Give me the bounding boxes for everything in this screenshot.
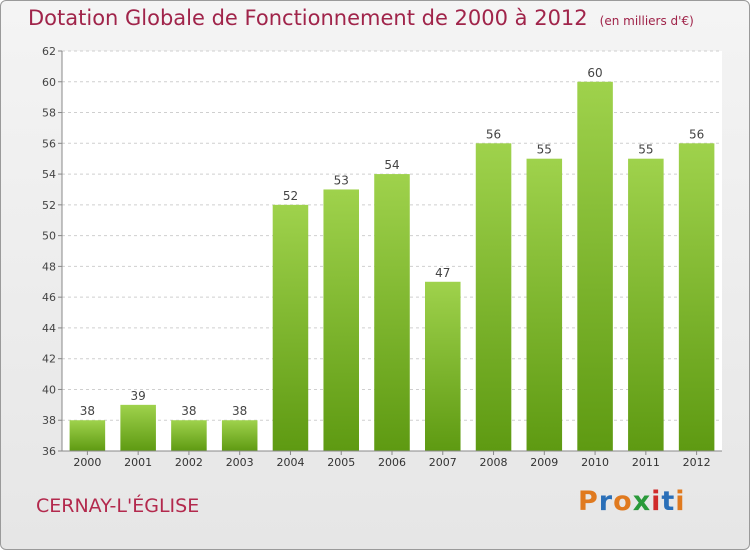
x-tick-label: 2007 [429, 456, 457, 469]
bar-value-label: 38 [80, 404, 95, 418]
x-tick-label: 2000 [73, 456, 101, 469]
bar [425, 281, 461, 451]
proxiti-logo: Proxiti [578, 486, 686, 517]
y-tick-label: 40 [42, 383, 56, 396]
bar [475, 143, 512, 452]
bar [69, 420, 106, 451]
y-tick-label: 42 [42, 353, 56, 366]
chart-subtitle: (en milliers d'€) [599, 14, 694, 28]
bar-value-label: 55 [638, 143, 653, 157]
logo-letter: o [613, 486, 633, 517]
bar [323, 189, 359, 451]
bar-value-label: 55 [537, 143, 552, 157]
y-tick-label: 44 [42, 322, 56, 335]
y-tick-label: 60 [42, 76, 56, 89]
chart-title-text: Dotation Globale de Fonctionnement de 20… [28, 6, 588, 30]
bar-value-label: 56 [689, 127, 704, 141]
logo-letter: i [675, 486, 686, 517]
x-tick-label: 2006 [378, 456, 406, 469]
bar [221, 420, 258, 451]
x-tick-label: 2001 [124, 456, 152, 469]
chart-title: Dotation Globale de Fonctionnement de 20… [28, 6, 694, 30]
bar [678, 143, 715, 452]
logo-letter: i [651, 486, 662, 517]
x-tick-label: 2009 [530, 456, 558, 469]
y-tick-label: 38 [42, 414, 56, 427]
bar-value-label: 54 [384, 158, 399, 172]
bar-value-label: 38 [181, 404, 196, 418]
bar-value-label: 53 [334, 173, 349, 187]
y-tick-label: 36 [42, 445, 56, 458]
y-tick-label: 46 [42, 291, 56, 304]
x-tick-label: 2012 [683, 456, 711, 469]
bar [526, 158, 563, 451]
x-tick-label: 2005 [327, 456, 355, 469]
bar [272, 204, 309, 451]
bar-value-label: 52 [283, 189, 298, 203]
y-tick-label: 62 [42, 45, 56, 58]
bar-value-label: 60 [587, 66, 602, 80]
logo-letter: r [598, 486, 614, 517]
bar-value-label: 56 [486, 127, 501, 141]
bar [171, 420, 207, 451]
logo-letter: P [578, 486, 599, 517]
bar-value-label: 39 [131, 389, 146, 403]
y-tick-label: 56 [42, 137, 56, 150]
bar [120, 404, 156, 451]
y-tick-label: 52 [42, 199, 56, 212]
logo-letter: x [632, 486, 652, 517]
bar-value-label: 47 [435, 266, 450, 280]
y-tick-label: 50 [42, 230, 56, 243]
logo-letter: t [661, 486, 676, 517]
y-tick-label: 58 [42, 107, 56, 120]
x-tick-label: 2008 [480, 456, 508, 469]
y-tick-label: 48 [42, 260, 56, 273]
commune-name: CERNAY-L'ÉGLISE [36, 495, 200, 517]
x-tick-label: 2011 [632, 456, 660, 469]
x-tick-label: 2003 [226, 456, 254, 469]
bar [374, 174, 410, 452]
x-tick-label: 2002 [175, 456, 203, 469]
bar [577, 81, 613, 452]
y-tick-label: 54 [42, 168, 56, 181]
x-tick-label: 2004 [276, 456, 304, 469]
bar-value-label: 38 [232, 404, 247, 418]
x-tick-label: 2010 [581, 456, 609, 469]
bar [628, 158, 664, 451]
